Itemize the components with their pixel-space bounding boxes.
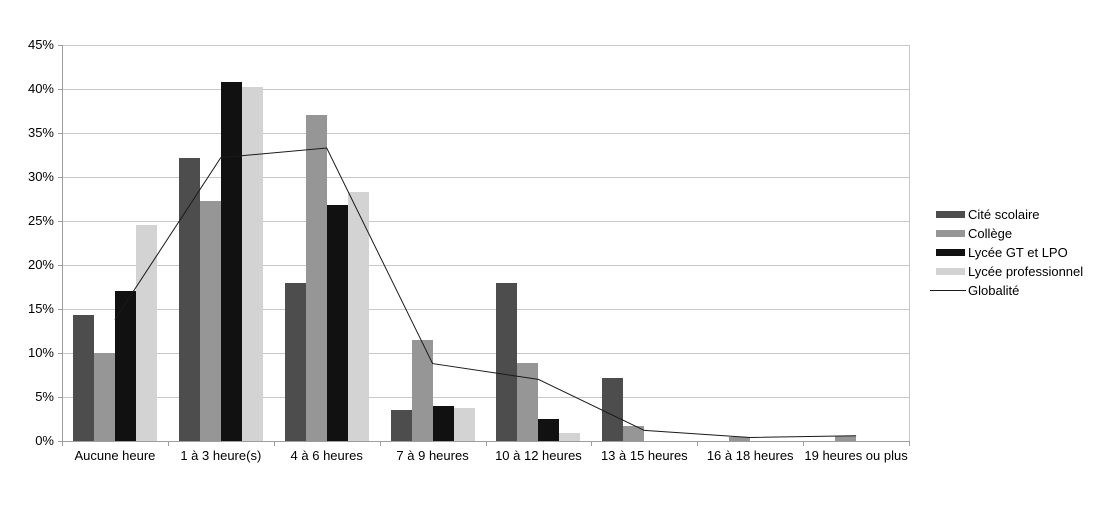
bar bbox=[432, 405, 454, 441]
legend-swatch-wrap bbox=[930, 290, 968, 291]
legend-swatch-wrap bbox=[930, 211, 968, 218]
bar bbox=[538, 419, 560, 441]
x-axis-tick bbox=[379, 442, 381, 446]
x-axis-line bbox=[62, 441, 910, 442]
x-axis-category-label: 13 à 15 heures bbox=[600, 448, 688, 463]
x-axis-tick bbox=[909, 442, 910, 446]
gridline bbox=[62, 397, 909, 398]
bar bbox=[729, 437, 751, 441]
y-axis-tick-label: 5% bbox=[35, 389, 54, 404]
gridline bbox=[62, 221, 909, 222]
bar bbox=[347, 191, 369, 441]
legend-label: Lycée professionnel bbox=[968, 264, 1084, 279]
plot-right-border bbox=[909, 45, 910, 441]
legend-line-swatch bbox=[930, 290, 966, 291]
y-axis-tick bbox=[58, 397, 62, 398]
bar bbox=[411, 339, 433, 441]
y-axis-tick bbox=[58, 89, 62, 90]
x-axis-tick bbox=[167, 442, 169, 446]
x-axis-tick bbox=[697, 442, 699, 446]
y-axis-tick-label: 40% bbox=[27, 81, 54, 96]
y-axis-tick bbox=[58, 353, 62, 354]
y-axis-tick bbox=[58, 441, 62, 442]
legend-item: Globalité bbox=[930, 281, 1083, 300]
bar bbox=[835, 435, 857, 441]
x-axis-category-label: 19 heures ou plus bbox=[804, 448, 908, 463]
bar bbox=[623, 426, 645, 441]
bar bbox=[178, 157, 200, 441]
gridline bbox=[62, 89, 909, 90]
legend-color-swatch bbox=[936, 211, 965, 218]
bar bbox=[517, 362, 539, 441]
bar bbox=[602, 377, 624, 441]
y-axis-tick-label: 35% bbox=[27, 125, 54, 140]
y-axis-tick-label: 10% bbox=[27, 345, 54, 360]
x-axis-category-label: 10 à 12 heures bbox=[495, 448, 582, 463]
bar bbox=[93, 353, 115, 441]
y-axis-tick-label: 30% bbox=[27, 169, 54, 184]
gridline bbox=[62, 309, 909, 310]
x-axis-category-label: 4 à 6 heures bbox=[290, 448, 363, 463]
bar bbox=[72, 315, 94, 441]
y-axis-tick bbox=[58, 265, 62, 266]
y-axis-tick bbox=[58, 45, 62, 46]
bar bbox=[241, 87, 263, 441]
legend: Cité scolaire Collège Lycée GT et LPO Lycée… bbox=[930, 205, 1083, 300]
x-axis-tick bbox=[803, 442, 805, 446]
bar bbox=[114, 291, 136, 441]
legend-swatch-wrap bbox=[930, 230, 968, 237]
legend-label: Globalité bbox=[968, 283, 1020, 298]
y-axis-tick-label: 45% bbox=[27, 37, 54, 52]
y-axis-tick-label: 0% bbox=[35, 433, 54, 448]
legend-item: Lycée GT et LPO bbox=[930, 243, 1083, 262]
y-axis-tick bbox=[58, 221, 62, 222]
legend-item: Collège bbox=[930, 224, 1083, 243]
y-axis-tick-label: 15% bbox=[27, 301, 54, 316]
y-axis-tick bbox=[58, 177, 62, 178]
legend-item: Lycée professionnel bbox=[930, 262, 1083, 281]
x-axis-tick bbox=[273, 442, 275, 446]
x-axis-tick bbox=[485, 442, 487, 446]
x-axis-category-label: Aucune heure bbox=[74, 448, 156, 463]
bar bbox=[559, 433, 581, 441]
bar bbox=[496, 283, 518, 441]
gridline bbox=[62, 133, 909, 134]
bar bbox=[326, 205, 348, 441]
gridline bbox=[62, 45, 909, 46]
x-axis-category-label: 1 à 3 heure(s) bbox=[180, 448, 262, 463]
y-axis-tick bbox=[58, 133, 62, 134]
bar bbox=[453, 407, 475, 441]
bar bbox=[220, 81, 242, 441]
y-axis-tick-label: 20% bbox=[27, 257, 54, 272]
legend-label: Lycée GT et LPO bbox=[968, 245, 1068, 260]
legend-swatch-wrap bbox=[930, 249, 968, 256]
y-axis-tick-label: 25% bbox=[27, 213, 54, 228]
gridline bbox=[62, 265, 909, 266]
y-axis-line bbox=[62, 45, 63, 441]
bar bbox=[284, 283, 306, 441]
x-axis-tick bbox=[62, 442, 63, 446]
legend-label: Collège bbox=[968, 226, 1013, 241]
legend-swatch-wrap bbox=[930, 268, 968, 275]
gridline bbox=[62, 177, 909, 178]
legend-color-swatch bbox=[936, 249, 965, 256]
legend-color-swatch bbox=[936, 230, 965, 237]
bar bbox=[390, 410, 412, 441]
legend-color-swatch bbox=[936, 268, 965, 275]
globalite-line bbox=[114, 147, 857, 439]
y-axis-tick bbox=[58, 309, 62, 310]
x-axis-category-label: 7 à 9 heures bbox=[396, 448, 469, 463]
bar bbox=[199, 200, 221, 441]
legend-item: Cité scolaire bbox=[930, 205, 1083, 224]
legend-label: Cité scolaire bbox=[968, 207, 1040, 222]
gridline bbox=[62, 353, 909, 354]
x-axis-category-label: 16 à 18 heures bbox=[706, 448, 794, 463]
bar bbox=[305, 115, 327, 441]
x-axis-tick bbox=[591, 442, 593, 446]
